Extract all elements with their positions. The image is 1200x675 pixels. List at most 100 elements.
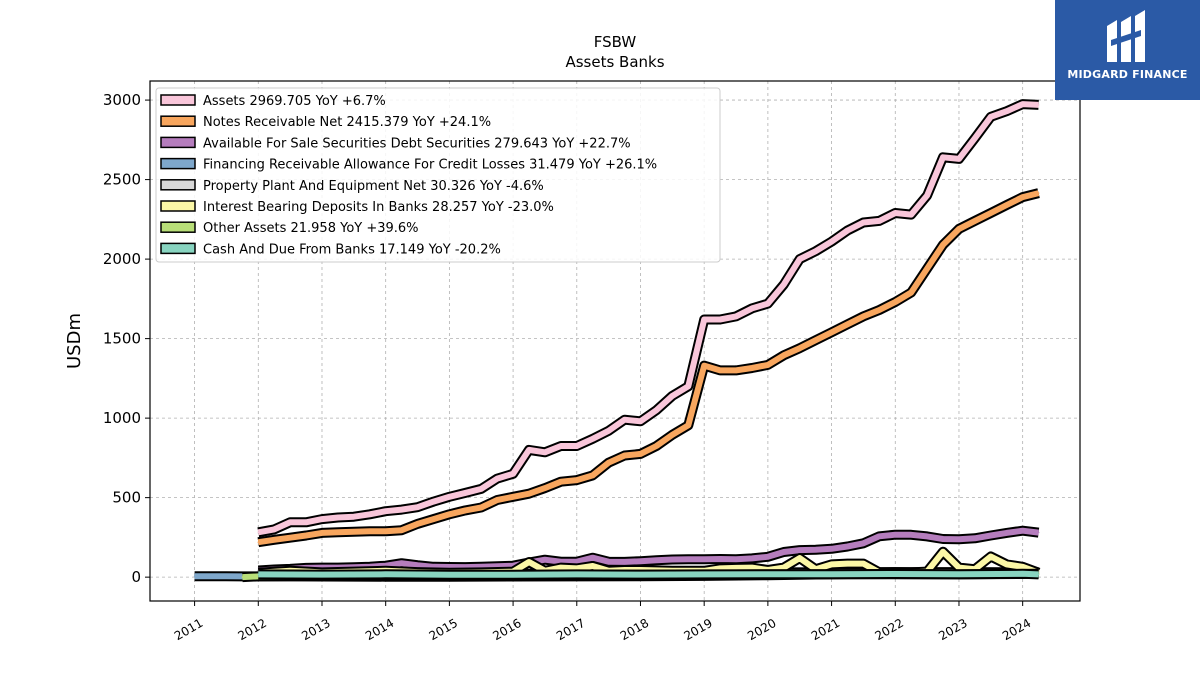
data-point [958, 573, 960, 576]
y-tick-label: 0 [131, 568, 141, 586]
data-point [767, 556, 769, 558]
data-point [273, 539, 276, 541]
data-point [560, 480, 562, 483]
data-point [798, 258, 801, 260]
data-point [846, 545, 849, 548]
data-point [623, 418, 626, 421]
brand-logo-text: MIDGARD FINANCE [1067, 68, 1188, 81]
series-line [258, 527, 1039, 574]
data-point [798, 549, 801, 551]
data-point [735, 315, 737, 318]
data-point [480, 488, 483, 490]
data-point [576, 560, 578, 563]
data-point [321, 518, 323, 520]
data-point [878, 309, 881, 311]
data-point [655, 445, 658, 447]
data-point [862, 562, 865, 565]
data-point [480, 506, 483, 509]
data-point [400, 508, 403, 511]
data-point [1021, 573, 1024, 575]
data-point [958, 228, 960, 230]
data-point [687, 424, 690, 427]
legend-entry-label: Cash And Due From Banks 17.149 YoY -20.2… [203, 242, 501, 257]
plot-frame [149, 80, 1081, 602]
data-point [591, 438, 594, 440]
data-point [528, 492, 530, 495]
data-point [1005, 110, 1008, 112]
data-point [846, 323, 849, 326]
data-point [878, 220, 881, 222]
data-point [735, 369, 737, 372]
data-point [942, 244, 944, 246]
data-point [798, 347, 801, 350]
data-point [1005, 532, 1008, 534]
data-point [384, 573, 387, 576]
data-point [687, 385, 690, 388]
data-point [958, 158, 960, 160]
data-point [1037, 573, 1040, 576]
data-point [353, 531, 355, 533]
data-point [289, 521, 291, 524]
y-axis-label: USDm [64, 313, 85, 369]
data-point [719, 318, 721, 321]
data-point [767, 364, 769, 366]
data-point [496, 565, 499, 568]
brand-mark-icon [1107, 10, 1145, 62]
legend: Assets 2969.705 YoY +6.7% Notes Receivabl… [155, 87, 721, 263]
series-line [258, 570, 1039, 578]
data-point [369, 530, 371, 533]
data-point [464, 509, 467, 512]
data-point [607, 461, 610, 464]
legend-entry-label: Interest Bearing Deposits In Banks 28.25… [203, 200, 554, 215]
data-point [369, 513, 371, 516]
data-point [942, 156, 944, 159]
data-point [703, 558, 705, 561]
data-point [384, 530, 387, 533]
data-point [926, 194, 928, 197]
data-point [544, 487, 546, 489]
legend-box [155, 87, 721, 263]
data-point [528, 449, 530, 451]
data-point [448, 496, 451, 498]
legend-entry-label: Notes Receivable Net 2415.379 YoY +24.1% [203, 115, 491, 130]
data-point [544, 451, 546, 454]
data-point [432, 500, 435, 503]
legend-swatch [160, 157, 196, 170]
data-point [560, 445, 562, 447]
data-point [639, 453, 642, 455]
data-point [990, 212, 992, 214]
data-point [783, 566, 785, 569]
data-point [862, 542, 865, 545]
data-point [257, 541, 260, 543]
data-point [1021, 529, 1024, 532]
data-point [814, 339, 817, 342]
data-point [767, 302, 769, 305]
data-point [321, 532, 323, 534]
data-point [416, 564, 419, 566]
y-tick-label: 3000 [103, 91, 141, 109]
data-point [209, 575, 212, 577]
data-point [671, 395, 674, 397]
y-tick-label: 2500 [103, 171, 141, 189]
data-point [783, 551, 785, 553]
data-point [464, 492, 467, 494]
series-line [257, 190, 1040, 546]
data-point [512, 473, 514, 475]
data-point [353, 515, 355, 518]
data-point [751, 307, 753, 310]
data-point [496, 499, 499, 501]
data-point [862, 221, 865, 224]
data-point [432, 566, 435, 568]
series-layer [193, 99, 1041, 583]
legend-entry-label: Assets 2969.705 YoY +6.7% [203, 94, 386, 109]
data-point [1021, 196, 1024, 198]
data-point [400, 529, 403, 531]
data-point [416, 523, 419, 525]
chart-title: FSBW [594, 33, 637, 51]
data-point [607, 430, 610, 432]
data-point [846, 562, 849, 565]
data-point [974, 220, 976, 222]
data-point [894, 533, 897, 536]
data-point [926, 267, 928, 270]
data-point [576, 479, 578, 481]
